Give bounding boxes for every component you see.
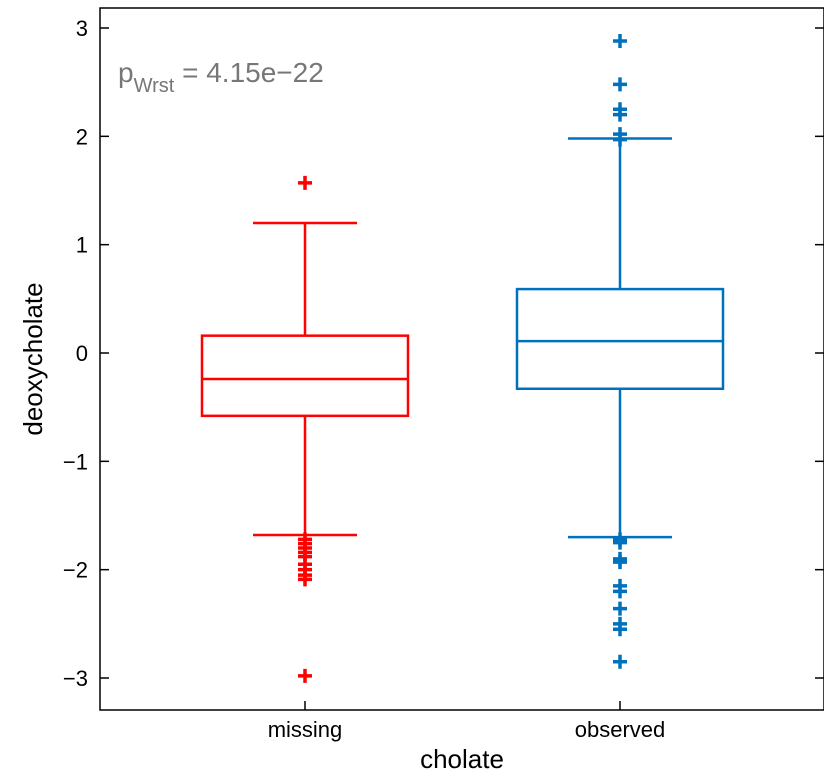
iqr-box [515, 287, 725, 391]
outlier-marker [613, 107, 627, 122]
outlier-marker [298, 175, 312, 190]
outlier-marker [613, 132, 627, 147]
outlier-marker [298, 668, 312, 683]
y-tick-label: −1 [63, 449, 88, 474]
x-axis: missing observed [268, 701, 666, 742]
outlier-marker [613, 601, 627, 616]
outlier-marker [613, 555, 627, 570]
outlier-marker [613, 535, 627, 550]
box-observed [515, 34, 725, 669]
iqr-box [200, 334, 410, 418]
y-tick-label: −2 [63, 558, 88, 583]
x-tick-label: observed [575, 717, 666, 742]
outlier-marker [613, 77, 627, 92]
y-axis: −3 −2 −1 0 1 2 3 [63, 16, 824, 691]
box-missing [200, 175, 410, 683]
y-tick-label: −3 [63, 666, 88, 691]
p-value-symbol: p [118, 57, 134, 88]
boxes [200, 34, 725, 683]
outlier-marker [613, 622, 627, 637]
p-value-text: = 4.15e−22 [174, 57, 323, 88]
x-axis-title: cholate [420, 744, 504, 774]
y-axis-title: deoxycholate [18, 282, 48, 435]
outlier-marker [298, 572, 312, 587]
outlier-marker [613, 654, 627, 669]
plot-area-frame [99, 7, 824, 711]
x-tick-label: missing [268, 717, 343, 742]
y-tick-label: 3 [76, 16, 88, 41]
y-tick-label: 0 [76, 341, 88, 366]
p-value-subscript: Wrst [134, 75, 175, 97]
y-tick-label: 2 [76, 124, 88, 149]
outlier-marker [613, 584, 627, 599]
p-value-annotation: pWrst = 4.15e−22 [118, 57, 324, 97]
outlier-marker [613, 34, 627, 48]
y-tick-label: 1 [76, 233, 88, 258]
